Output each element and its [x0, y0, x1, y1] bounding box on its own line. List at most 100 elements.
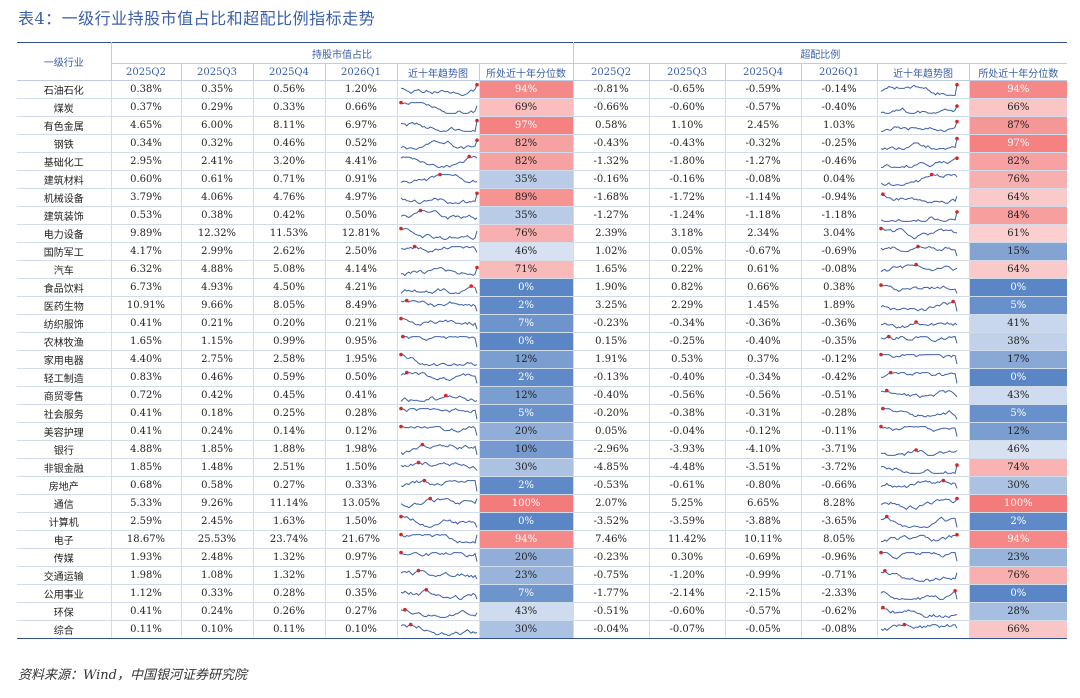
overweight-percentile: 41% — [968, 314, 1068, 333]
overweight-percentile: 38% — [968, 332, 1068, 351]
holding-ratio-value: 0.83% — [110, 368, 181, 387]
trend-line — [880, 515, 958, 528]
overweight-percentile: 94% — [968, 80, 1068, 99]
trend-max-marker — [474, 118, 479, 123]
overweight-ratio-value: -0.04% — [572, 620, 650, 639]
trend-max-marker — [468, 284, 473, 288]
trend-max-marker — [952, 589, 957, 593]
overweight-ratio-value: -0.75% — [572, 566, 650, 585]
holding-ratio-value: 0.35% — [180, 80, 253, 99]
overweight-trend-cell — [876, 530, 970, 549]
holding-trend-cell — [396, 170, 479, 189]
holding-ratio-value: 2.50% — [324, 242, 397, 261]
holding-ratio-value: 1.93% — [110, 548, 181, 567]
trend-max-marker — [882, 569, 887, 573]
trend-sparkline — [398, 316, 477, 330]
holding-ratio-value: 0.18% — [180, 404, 253, 423]
holding-ratio-value: 8.11% — [252, 116, 325, 135]
overweight-ratio-value: -0.14% — [800, 80, 878, 99]
holding-ratio-value: 4.93% — [180, 278, 253, 297]
holding-ratio-value: 4.76% — [252, 188, 325, 207]
holding-ratio-value: 1.32% — [252, 566, 325, 585]
overweight-trend-cell — [876, 422, 970, 441]
trend-max-marker — [884, 388, 889, 393]
overweight-percentile: 30% — [968, 476, 1068, 495]
table-title: 表4：一级行业持股市值占比和超配比例指标走势 — [18, 9, 376, 28]
overweight-ratio-value: -0.07% — [648, 620, 726, 639]
trend-sparkline — [880, 262, 957, 273]
trend-sparkline — [400, 298, 477, 312]
overweight-ratio-value: -0.35% — [800, 332, 878, 351]
trend-line — [400, 444, 477, 456]
table-row: 建筑材料 0.60% 0.61% 0.71% 0.91% 35% -0.16% -0.16% -… — [17, 170, 1068, 189]
trend-line — [880, 121, 958, 132]
overweight-ratio-value: 6.65% — [724, 494, 802, 513]
overweight-ratio-value: 0.38% — [800, 278, 878, 297]
overweight-ratio-value: 1.45% — [724, 296, 802, 315]
holding-ratio-value: 0.42% — [180, 386, 253, 405]
holding-ratio-value: 0.56% — [252, 80, 325, 99]
trend-max-marker — [954, 104, 959, 108]
holding-ratio-value: 2.59% — [110, 512, 181, 531]
holding-ratio-value: 0.33% — [180, 584, 253, 603]
holding-ratio-value: 0.34% — [110, 134, 181, 153]
overweight-ratio-value: 0.58% — [572, 116, 650, 135]
holding-ratio-value: 0.10% — [180, 620, 253, 639]
industry-name: 食品饮料 — [17, 278, 111, 297]
holding-ratio-value: 0.61% — [180, 170, 253, 189]
trend-line — [400, 246, 477, 254]
holding-ratio-value: 0.46% — [252, 134, 325, 153]
trend-line — [880, 264, 957, 273]
holding-ratio-value: 4.17% — [110, 242, 181, 261]
table-row: 基础化工 2.95% 2.41% 3.20% 4.41% 82% -1.32% -1.80% -… — [17, 152, 1068, 171]
table-row: 有色金属 4.65% 6.00% 8.11% 6.97% 97% 0.58% 1.10% 2.4… — [17, 116, 1068, 135]
holding-ratio-value: 0.50% — [324, 368, 397, 387]
overweight-ratio-value: 2.07% — [572, 494, 650, 513]
overweight-percentile: 87% — [968, 116, 1068, 135]
table-row: 电子 18.67% 25.53% 23.74% 21.67% 94% 7.46% 11.42%… — [17, 530, 1068, 549]
table-row: 通信 5.33% 9.26% 11.14% 13.05% 100% 2.07% 5.25% 6.… — [17, 494, 1068, 513]
holding-ratio-value: 4.97% — [324, 188, 397, 207]
holding-percentile: 0% — [478, 512, 574, 531]
trend-max-marker — [420, 442, 424, 447]
overweight-trend-cell — [876, 188, 970, 207]
holding-trend-cell — [396, 98, 479, 117]
holding-ratio-value: 0.91% — [324, 170, 397, 189]
table-row: 纺织服饰 0.41% 0.21% 0.20% 0.21% 7% -0.23% -0.34% -0… — [17, 314, 1068, 333]
holding-ratio-value: 0.41% — [110, 314, 181, 333]
overweight-ratio-value: -2.33% — [800, 584, 878, 603]
industry-name: 交通运输 — [17, 566, 111, 585]
holding-percentile: 10% — [478, 440, 574, 459]
overweight-ratio-value: -1.27% — [572, 206, 650, 225]
overweight-ratio-value: -0.43% — [648, 134, 726, 153]
overweight-percentile: 64% — [968, 188, 1068, 207]
holding-ratio-value: 0.21% — [324, 314, 397, 333]
table-row: 交通运输 1.98% 1.08% 1.32% 1.57% 23% -0.75% -1.20% -… — [17, 566, 1068, 585]
holding-percentile: 2% — [478, 296, 574, 315]
holding-trend-cell — [396, 368, 479, 387]
over-trend-header: 近十年趋势图 — [876, 63, 970, 81]
overweight-trend-cell — [876, 494, 970, 513]
table-row: 电力设备 9.89% 12.32% 11.53% 12.81% 76% 2.39% 3.18%… — [17, 224, 1068, 243]
overweight-percentile: 94% — [968, 530, 1068, 549]
overweight-trend-cell — [876, 440, 970, 459]
overweight-ratio-value: -0.25% — [648, 332, 726, 351]
holding-percentile: 89% — [478, 188, 574, 207]
holding-percentile: 2% — [478, 476, 574, 495]
table-row: 食品饮料 6.73% 4.93% 4.50% 4.21% 0% 1.90% 0.82% 0.66… — [17, 278, 1068, 297]
holding-ratio-value: 8.05% — [252, 296, 325, 315]
holding-ratio-value: 23.74% — [252, 530, 325, 549]
overweight-ratio-value: 1.10% — [648, 116, 726, 135]
trend-sparkline — [880, 210, 959, 222]
holding-ratio-value: 1.85% — [180, 440, 253, 459]
holding-ratio-value: 1.57% — [324, 566, 397, 585]
trend-sparkline — [878, 424, 958, 437]
trend-max-marker — [954, 496, 959, 501]
overweight-ratio-value: 3.18% — [648, 224, 726, 243]
holding-ratio-value: 3.79% — [110, 188, 181, 207]
trend-sparkline — [880, 334, 958, 344]
industry-name: 综合 — [17, 620, 111, 639]
trend-sparkline — [398, 424, 477, 436]
holding-trend-cell — [396, 476, 479, 495]
holding-ratio-group-header: 持股市值占比 — [110, 42, 574, 64]
